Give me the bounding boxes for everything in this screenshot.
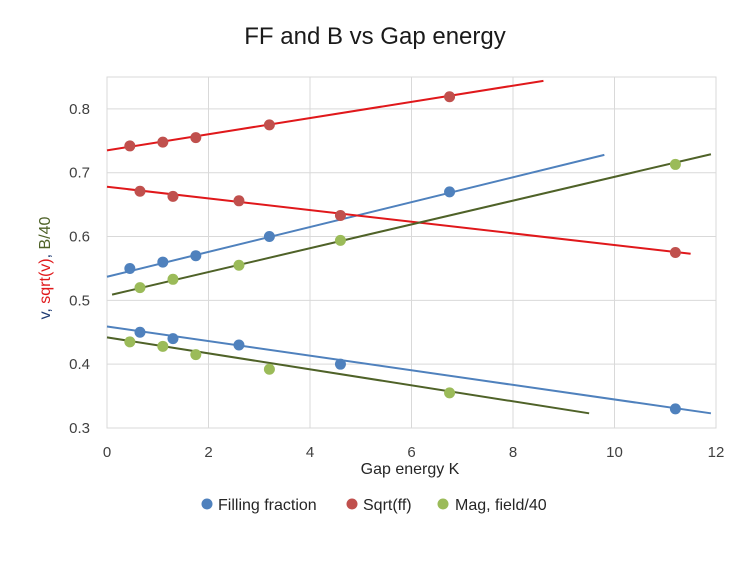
data-point bbox=[334, 234, 346, 246]
y-axis-title-part: sqrt(v) bbox=[37, 258, 54, 303]
y-tick-label: 0.4 bbox=[69, 356, 90, 373]
trendline bbox=[106, 336, 590, 415]
legend-label: Filling fraction bbox=[218, 497, 317, 514]
data-point bbox=[669, 158, 681, 170]
trendline bbox=[106, 79, 544, 152]
data-point bbox=[444, 91, 456, 103]
data-point bbox=[190, 132, 202, 144]
data-point bbox=[669, 403, 681, 415]
y-axis-title-part: , bbox=[37, 250, 54, 259]
data-point bbox=[263, 363, 275, 375]
y-tick-label: 0.8 bbox=[69, 101, 90, 118]
x-tick-label: 12 bbox=[708, 444, 725, 461]
x-tick-label: 6 bbox=[407, 444, 415, 461]
data-point bbox=[157, 340, 169, 352]
legend-marker bbox=[346, 498, 358, 510]
data-point bbox=[167, 190, 179, 202]
x-tick-label: 2 bbox=[204, 444, 212, 461]
trendline bbox=[106, 185, 691, 255]
data-point bbox=[233, 259, 245, 271]
y-axis-title-part: v, bbox=[37, 304, 54, 320]
data-points bbox=[124, 91, 681, 415]
data-point bbox=[263, 119, 275, 131]
data-point bbox=[233, 195, 245, 207]
y-tick-label: 0.7 bbox=[69, 165, 90, 182]
data-point bbox=[334, 209, 346, 221]
data-point bbox=[669, 247, 681, 258]
data-point bbox=[124, 140, 136, 152]
legend-item: Sqrt(ff) bbox=[346, 497, 412, 514]
trendlines bbox=[106, 79, 712, 415]
data-point bbox=[134, 282, 146, 294]
x-tick-label: 4 bbox=[306, 444, 314, 461]
data-point bbox=[124, 262, 136, 274]
data-point bbox=[124, 336, 136, 348]
legend-item: Filling fraction bbox=[201, 497, 317, 514]
legend-marker bbox=[437, 498, 449, 510]
y-tick-label: 0.3 bbox=[69, 420, 90, 437]
data-point bbox=[167, 273, 179, 285]
legend: Filling fraction Sqrt(ff) Mag, field/40 bbox=[201, 497, 547, 514]
plot-area bbox=[106, 76, 717, 429]
trendline bbox=[111, 153, 712, 296]
y-tick-label: 0.6 bbox=[69, 229, 90, 246]
y-axis-title-part: B/40 bbox=[37, 216, 54, 249]
data-point bbox=[134, 185, 146, 197]
trendline bbox=[106, 325, 712, 415]
data-point bbox=[444, 186, 456, 198]
data-point bbox=[444, 387, 456, 399]
legend-marker bbox=[201, 498, 213, 510]
x-axis-tick-labels: 0 2 4 6 8 10 12 bbox=[103, 444, 725, 461]
data-point bbox=[134, 326, 146, 338]
data-point bbox=[157, 136, 169, 148]
legend-item: Mag, field/40 bbox=[437, 497, 547, 514]
data-point bbox=[334, 358, 346, 370]
x-tick-label: 10 bbox=[606, 444, 623, 461]
y-tick-label: 0.5 bbox=[69, 292, 90, 309]
data-point bbox=[167, 333, 179, 345]
legend-label: Mag, field/40 bbox=[455, 497, 547, 514]
x-axis-title: Gap energy K bbox=[361, 461, 460, 478]
data-point bbox=[157, 256, 169, 268]
data-point bbox=[190, 349, 202, 361]
y-axis-tick-labels: 0.3 0.4 0.5 0.6 0.7 0.8 bbox=[69, 101, 90, 437]
legend-label: Sqrt(ff) bbox=[363, 497, 412, 514]
chart-title: FF and B vs Gap energy bbox=[244, 23, 505, 50]
data-point bbox=[190, 250, 202, 262]
data-point bbox=[263, 231, 275, 243]
x-tick-label: 8 bbox=[509, 444, 517, 461]
x-tick-label: 0 bbox=[103, 444, 111, 461]
data-point bbox=[233, 339, 245, 351]
y-axis-title: v, sqrt(v), B/40 bbox=[37, 216, 54, 319]
